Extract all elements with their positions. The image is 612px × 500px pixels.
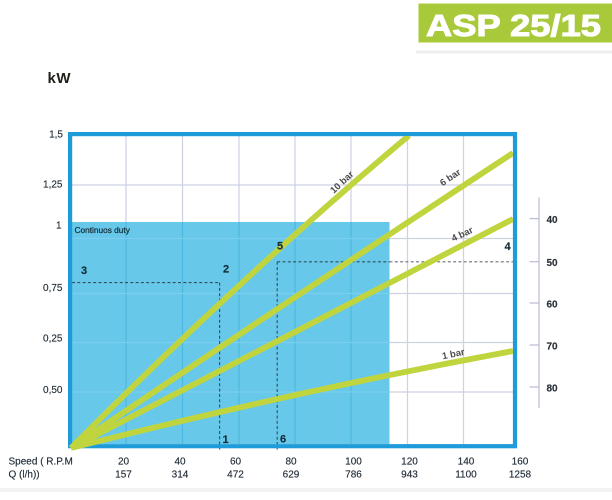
svg-text:0,75: 0,75: [43, 283, 63, 294]
svg-text:0,50: 0,50: [43, 385, 63, 396]
svg-text:ASP 25/15: ASP 25/15: [426, 8, 601, 43]
svg-text:2: 2: [223, 264, 229, 276]
svg-text:100: 100: [345, 457, 362, 468]
svg-text:80: 80: [546, 383, 558, 394]
svg-text:472: 472: [227, 470, 244, 481]
svg-text:60: 60: [546, 299, 558, 310]
svg-text:50: 50: [546, 258, 558, 269]
svg-text:20: 20: [118, 457, 130, 468]
svg-text:6: 6: [280, 434, 286, 446]
svg-text:4: 4: [504, 241, 511, 253]
svg-text:60: 60: [230, 457, 242, 468]
svg-text:1: 1: [222, 434, 228, 446]
svg-text:Q (l/h)): Q (l/h)): [9, 470, 40, 481]
svg-text:943: 943: [401, 470, 418, 481]
svg-text:70: 70: [546, 341, 558, 352]
svg-text:1,5: 1,5: [49, 129, 63, 140]
svg-text:kW: kW: [48, 70, 72, 87]
svg-text:3: 3: [81, 265, 87, 277]
svg-text:120: 120: [401, 457, 418, 468]
svg-text:160: 160: [512, 457, 529, 468]
svg-text:1100: 1100: [455, 470, 477, 481]
svg-text:629: 629: [283, 470, 300, 481]
svg-text:314: 314: [172, 470, 189, 481]
svg-text:0,25: 0,25: [43, 333, 63, 344]
svg-text:786: 786: [345, 470, 362, 481]
svg-text:80: 80: [285, 457, 297, 468]
svg-text:5: 5: [277, 241, 283, 253]
svg-text:40: 40: [174, 457, 186, 468]
svg-text:1 bar: 1 bar: [441, 347, 466, 363]
svg-text:Continuos duty: Continuos duty: [75, 225, 131, 235]
svg-text:Speed ( R.P.M: Speed ( R.P.M: [9, 457, 73, 468]
svg-text:157: 157: [115, 470, 132, 481]
svg-text:140: 140: [458, 457, 475, 468]
svg-text:1,25: 1,25: [43, 180, 63, 191]
svg-text:1: 1: [56, 220, 62, 231]
svg-text:40: 40: [546, 215, 558, 226]
svg-text:1258: 1258: [509, 470, 532, 481]
